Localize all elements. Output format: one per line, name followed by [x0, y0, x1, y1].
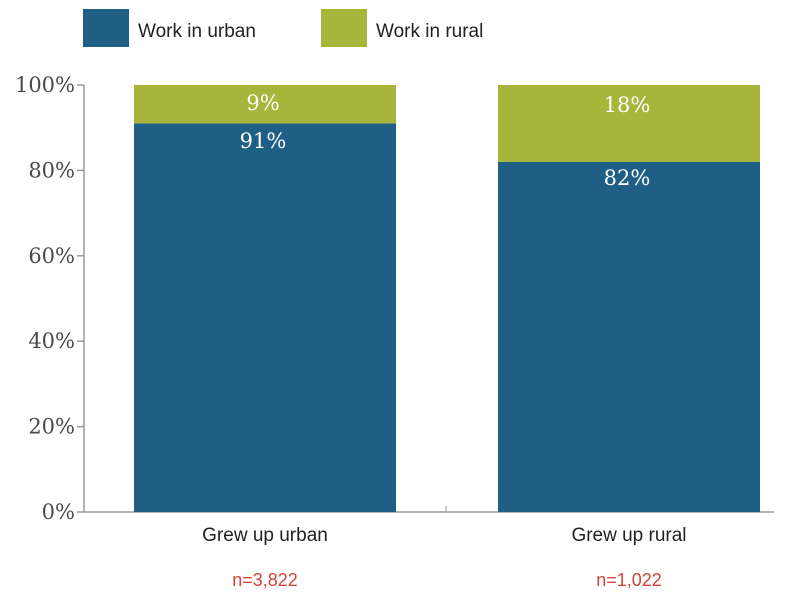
bar-segment-1-0	[498, 161, 760, 513]
data-label-1-1: 18%	[604, 93, 651, 117]
sample-size-label-1: n=1,022	[596, 570, 662, 590]
bar-segment-1-1	[498, 85, 760, 162]
sample-size-label-0: n=3,822	[232, 570, 298, 590]
data-labels: 91% 9% 82% 18%	[240, 91, 651, 190]
legend-label-0: Work in urban	[138, 21, 256, 42]
data-label-1-0: 82%	[604, 166, 651, 190]
x-axis: Grew up urban n=3,822 Grew up rural n=1,022	[84, 506, 774, 590]
x-category-label-1: Grew up rural	[571, 525, 686, 546]
bars	[134, 85, 760, 513]
data-label-0-1: 9%	[246, 91, 279, 115]
y-tick-label-3: 60%	[28, 244, 75, 268]
y-tick-label-5: 100%	[15, 73, 75, 97]
y-tick-label-0: 0%	[42, 500, 75, 524]
bar-segment-0-0	[134, 123, 396, 513]
legend: Work in urban Work in rural	[83, 9, 483, 47]
legend-swatch-1	[321, 9, 367, 47]
bar-segment-0-1	[134, 85, 396, 124]
legend-swatch-0	[83, 9, 129, 47]
y-tick-label-4: 80%	[28, 158, 75, 182]
y-tick-label-2: 40%	[28, 329, 75, 353]
y-tick-label-1: 20%	[28, 415, 75, 439]
y-axis: 0% 20% 40% 60% 80% 100%	[15, 73, 85, 524]
x-category-label-0: Grew up urban	[202, 525, 328, 546]
data-label-0-0: 91%	[240, 129, 287, 153]
legend-label-1: Work in rural	[376, 21, 483, 42]
